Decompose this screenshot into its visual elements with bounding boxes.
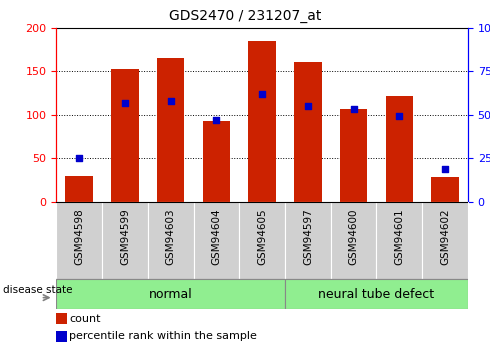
Bar (331, 202, 376, 279)
Text: GSM94599: GSM94599 (120, 208, 130, 265)
Text: GSM94604: GSM94604 (211, 208, 221, 265)
Point (258, 91, 266, 97)
Point (304, 103, 312, 109)
Point (121, 100, 129, 105)
Bar (294, 62, 321, 202)
Bar (386, 96, 413, 202)
Bar (340, 109, 368, 202)
Text: count: count (70, 314, 101, 324)
Bar (157, 58, 184, 202)
Text: GSM94598: GSM94598 (74, 208, 84, 265)
Bar (285, 202, 331, 279)
Bar (285, 279, 468, 309)
Text: GSM94605: GSM94605 (257, 208, 267, 265)
Bar (203, 121, 230, 202)
Bar (102, 202, 148, 279)
Bar (56, 313, 67, 324)
Bar (194, 202, 239, 279)
Bar (56, 331, 67, 342)
Bar (111, 69, 139, 202)
Point (395, 114, 403, 119)
Bar (148, 202, 194, 279)
Point (350, 107, 358, 112)
Text: GDS2470 / 231207_at: GDS2470 / 231207_at (169, 9, 321, 23)
Bar (66, 176, 93, 202)
Text: GSM94601: GSM94601 (394, 208, 404, 265)
Bar (248, 41, 276, 202)
Bar (56, 202, 102, 279)
Point (75, 156, 83, 161)
Text: GSM94600: GSM94600 (348, 208, 359, 265)
Bar (431, 177, 459, 202)
Text: GSM94597: GSM94597 (303, 208, 313, 265)
Text: normal: normal (149, 288, 193, 300)
Point (213, 117, 220, 123)
Text: percentile rank within the sample: percentile rank within the sample (70, 331, 257, 341)
Point (441, 166, 449, 171)
Point (167, 98, 174, 104)
Text: GSM94602: GSM94602 (440, 208, 450, 265)
Bar (376, 202, 422, 279)
Text: disease state: disease state (3, 285, 73, 295)
Bar (422, 202, 468, 279)
Text: neural tube defect: neural tube defect (318, 288, 435, 300)
Bar (239, 202, 285, 279)
Text: GSM94603: GSM94603 (166, 208, 176, 265)
Bar (56, 279, 285, 309)
